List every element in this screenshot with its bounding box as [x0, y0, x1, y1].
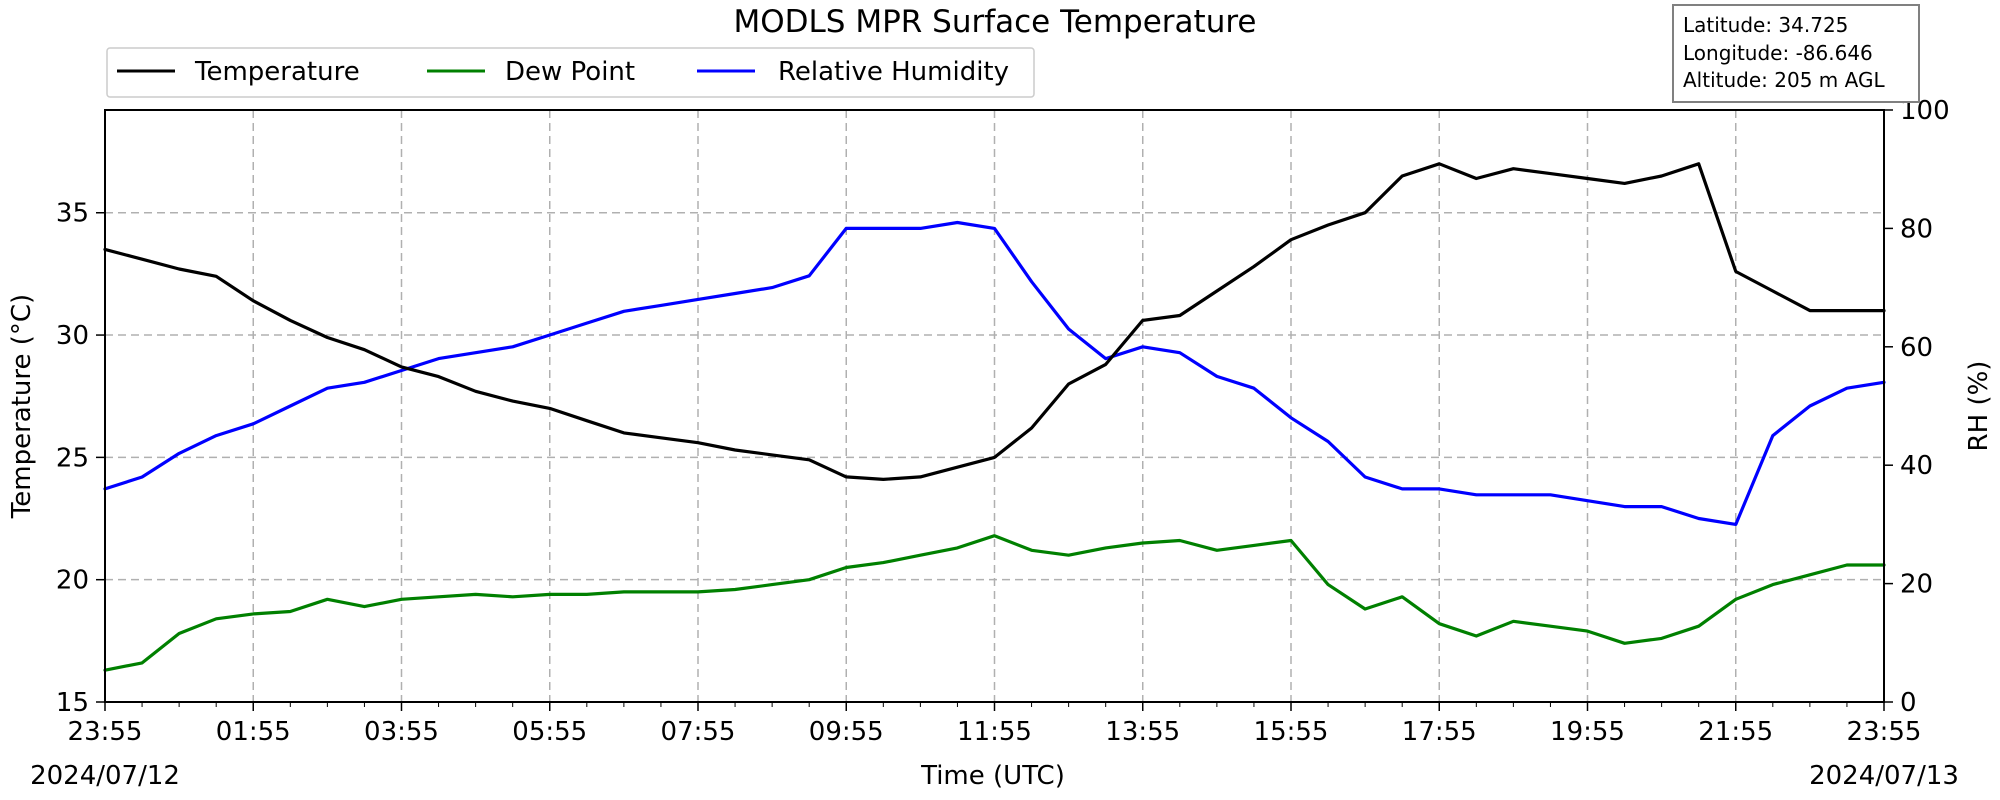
- series-line-relative-humidity: [103, 220, 1886, 527]
- x-tick-label: 09:55: [809, 717, 884, 747]
- start-date-label: 2024/07/12: [30, 761, 180, 791]
- grid: [105, 110, 1884, 703]
- info-box-frame: [1672, 4, 1920, 103]
- series-layer: [103, 162, 1886, 672]
- x-axis-label: Time (UTC): [920, 761, 1065, 791]
- info-altitude: Altitude: 205 m AGL: [1683, 68, 1885, 92]
- x-tick-label: 19:55: [1550, 717, 1625, 747]
- info-latitude: Latitude: 34.725: [1683, 13, 1848, 37]
- y-right-tick-label: 60: [1900, 333, 1933, 363]
- x-tick-label: 05:55: [512, 717, 587, 747]
- y-left-tick-label: 30: [56, 321, 89, 351]
- x-tick-label: 11:55: [957, 717, 1032, 747]
- y-axis-label-right: RH (%): [1964, 361, 1994, 452]
- ticks-layer: 23:55 01:55 03:55 05:55 07:55 09:55 11:55 13:55…: [56, 96, 1950, 747]
- legend-label-temperature: Temperature: [194, 57, 360, 87]
- legend-box: [106, 47, 1035, 98]
- x-tick-label: 13:55: [1105, 717, 1180, 747]
- y-left-tick-label: 20: [56, 566, 89, 596]
- y-right-tick-label: 20: [1900, 570, 1933, 600]
- y-left-tick-label: 15: [56, 688, 89, 718]
- x-tick-label: 23:55: [1847, 717, 1922, 747]
- plot-frame: [104, 109, 1885, 703]
- x-tick-label: 03:55: [364, 717, 439, 747]
- y-right-tick-label: 0: [1900, 688, 1917, 718]
- y-left-tick-label: 35: [56, 199, 89, 229]
- info-box: Latitude: 34.725 Longitude: -86.646 Alti…: [1672, 4, 1920, 103]
- x-tick-label: 17:55: [1402, 717, 1477, 747]
- y-right-tick-label: 80: [1900, 214, 1933, 244]
- info-longitude: Longitude: -86.646: [1683, 41, 1873, 65]
- x-tick-label: 01:55: [216, 717, 291, 747]
- x-tick-label: 21:55: [1698, 717, 1773, 747]
- legend-label-dew-point: Dew Point: [505, 57, 635, 87]
- y-left-tick-label: 25: [56, 443, 89, 473]
- x-tick-label: 23:55: [68, 717, 143, 747]
- end-date-label: 2024/07/13: [1809, 761, 1959, 791]
- y-right-tick-label: 40: [1900, 451, 1933, 481]
- chart-title: MODLS MPR Surface Temperature: [734, 4, 1257, 40]
- legend-label-relative-humidity: Relative Humidity: [778, 57, 1009, 87]
- legend: Temperature Dew Point Relative Humidity: [106, 47, 1035, 98]
- series-line-dew-point: [103, 534, 1886, 672]
- y-axis-label-left: Temperature (°C): [7, 294, 37, 519]
- x-tick-label: 15:55: [1254, 717, 1329, 747]
- series-line-temperature: [103, 162, 1886, 481]
- x-tick-label: 07:55: [661, 717, 736, 747]
